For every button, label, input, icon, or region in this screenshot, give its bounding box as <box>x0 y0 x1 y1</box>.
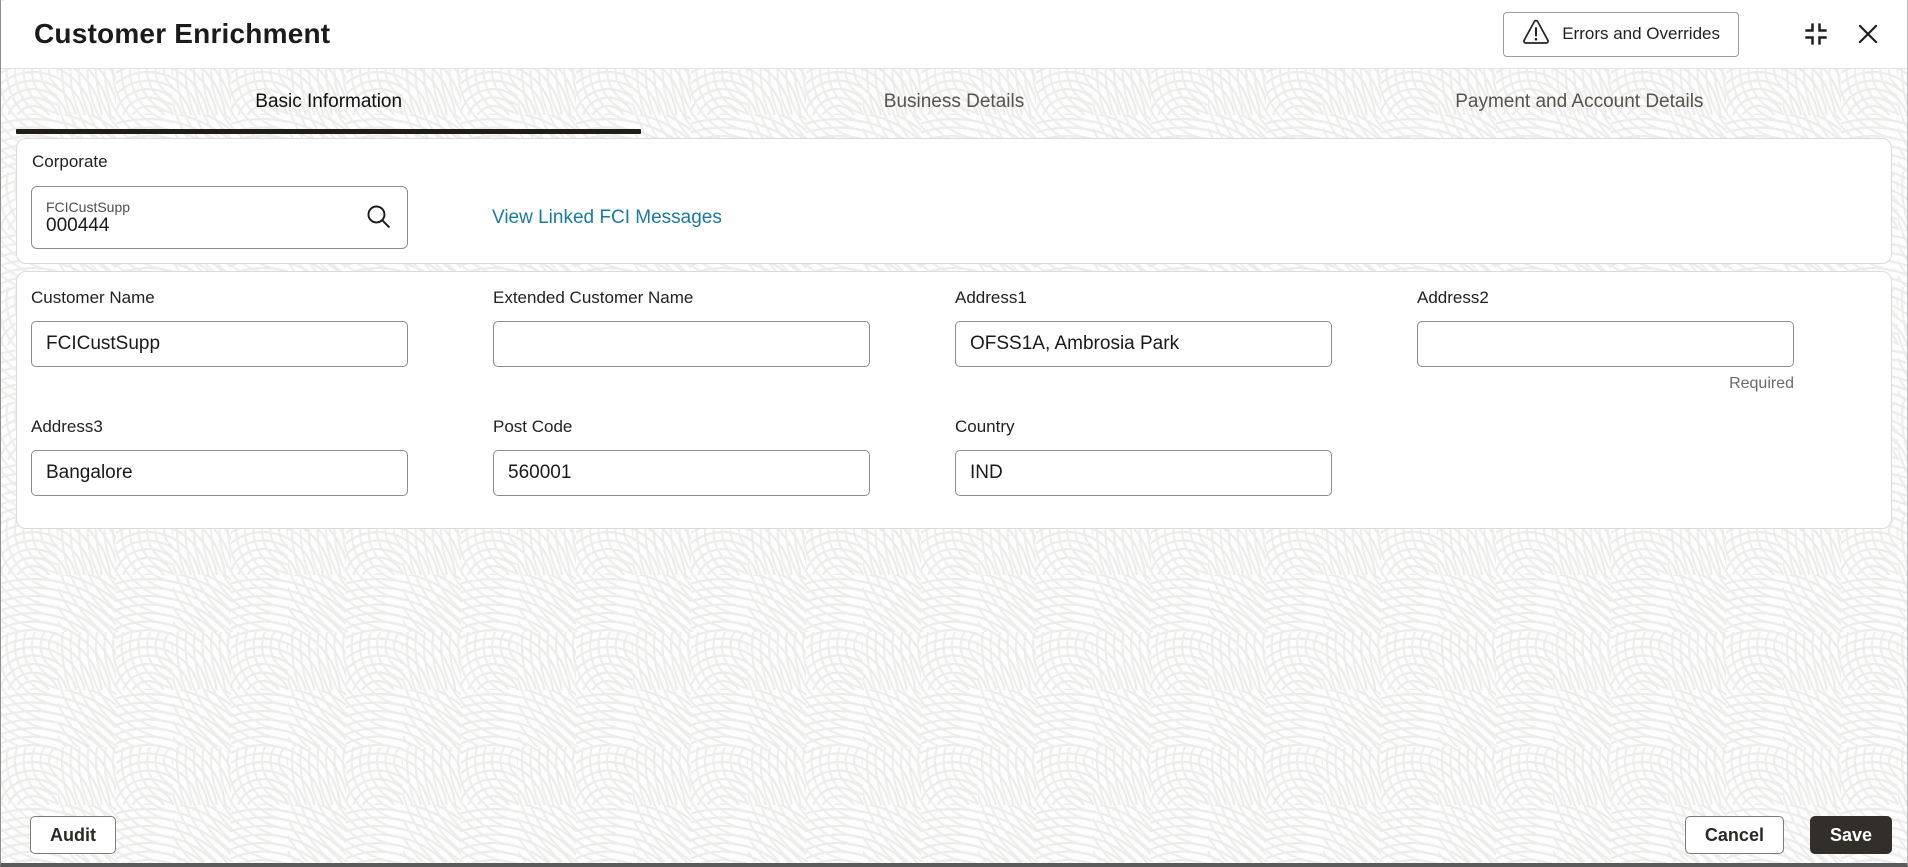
corporate-lov-field[interactable]: FCICustSupp 000444 <box>31 186 408 249</box>
header-actions: Errors and Overrides <box>1503 11 1885 57</box>
tab-payment-account-details-label: Payment and Account Details <box>1455 90 1704 112</box>
corporate-search-button[interactable] <box>362 200 395 236</box>
action-footer: Audit Cancel Save <box>1 815 1907 863</box>
view-linked-fci-messages-link[interactable]: View Linked FCI Messages <box>492 206 722 228</box>
footer-right-actions: Cancel Save <box>1684 816 1892 854</box>
address3-label: Address3 <box>31 417 103 436</box>
field-extended-customer-name: Extended Customer Name <box>493 288 870 367</box>
country-input[interactable] <box>955 450 1332 496</box>
corporate-party-code: FCICustSupp <box>46 198 131 215</box>
address1-label: Address1 <box>955 288 1027 307</box>
tab-payment-account-details[interactable]: Payment and Account Details <box>1267 69 1892 134</box>
tab-business-details[interactable]: Business Details <box>641 69 1266 134</box>
address2-required-hint: Required <box>1729 375 1794 392</box>
field-address3: Address3 <box>31 417 408 496</box>
tab-basic-information[interactable]: Basic Information <box>16 69 642 134</box>
warning-icon <box>1522 19 1550 50</box>
customer-name-label: Customer Name <box>31 288 155 307</box>
post-code-input[interactable] <box>493 450 870 496</box>
country-label: Country <box>955 417 1015 436</box>
collapse-icon <box>1801 19 1831 49</box>
tab-basic-information-label: Basic Information <box>255 90 403 112</box>
extended-customer-name-label: Extended Customer Name <box>493 288 694 307</box>
close-window-button[interactable] <box>1851 17 1885 51</box>
field-customer-name: Customer Name <box>31 288 408 367</box>
address2-label: Address2 <box>1417 288 1489 307</box>
corporate-card: Corporate FCICustSupp 000444 View Linked <box>16 138 1892 264</box>
extended-customer-name-input[interactable] <box>493 321 870 367</box>
search-icon <box>364 202 393 234</box>
corporate-lov-texts: FCICustSupp 000444 <box>46 199 130 237</box>
field-address2: Address2 Required <box>1417 288 1794 392</box>
fields-grid: Customer Name Extended Customer Name Add… <box>31 288 1877 496</box>
tab-business-details-label: Business Details <box>883 90 1025 112</box>
window-header: Customer Enrichment Errors and Overrides <box>1 0 1907 69</box>
address2-input[interactable] <box>1417 321 1794 367</box>
page-title: Customer Enrichment <box>34 18 331 49</box>
collapse-window-button[interactable] <box>1797 15 1835 53</box>
audit-button[interactable]: Audit <box>30 816 116 854</box>
corporate-row: FCICustSupp 000444 View Linked FCI Messa… <box>31 186 1877 249</box>
address1-input[interactable] <box>955 321 1332 367</box>
tab-bar: Basic Information Business Details Payme… <box>16 69 1892 134</box>
close-icon <box>1855 21 1881 47</box>
field-post-code: Post Code <box>493 417 870 496</box>
cancel-button[interactable]: Cancel <box>1684 816 1784 854</box>
address3-input[interactable] <box>31 450 408 496</box>
corporate-label: Corporate <box>32 152 108 171</box>
field-country: Country <box>955 417 1332 496</box>
customer-name-input[interactable] <box>31 321 408 367</box>
errors-and-overrides-label: Errors and Overrides <box>1562 24 1720 43</box>
save-button[interactable]: Save <box>1809 816 1892 854</box>
field-address1: Address1 <box>955 288 1332 367</box>
corporate-party-id: 000444 <box>46 214 110 236</box>
post-code-label: Post Code <box>493 417 573 436</box>
errors-and-overrides-button[interactable]: Errors and Overrides <box>1503 11 1739 57</box>
basic-information-card: Customer Name Extended Customer Name Add… <box>16 271 1892 529</box>
